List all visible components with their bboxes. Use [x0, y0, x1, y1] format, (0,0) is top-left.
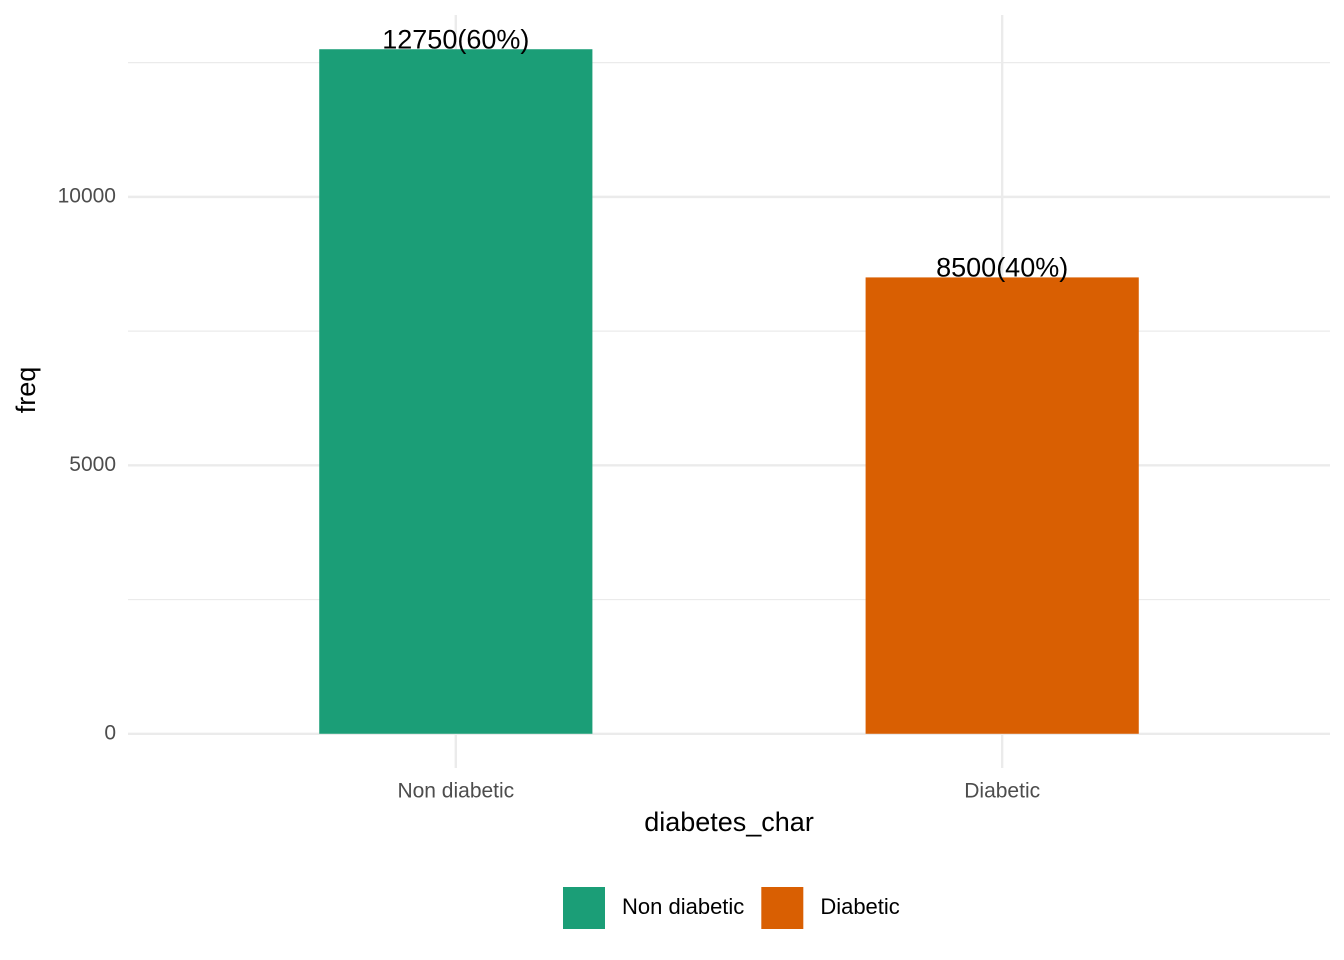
- y-tick-label: 0: [104, 721, 116, 744]
- legend-label: Non diabetic: [622, 894, 744, 919]
- bar: [319, 49, 593, 734]
- x-tick-label: Non diabetic: [397, 780, 514, 803]
- y-tick-label: 10000: [58, 184, 116, 207]
- y-tick-label: 5000: [69, 453, 116, 476]
- x-tick-label: Diabetic: [964, 780, 1040, 803]
- y-axis-title: freq: [11, 367, 41, 414]
- legend-key: [563, 887, 605, 929]
- legend-key: [761, 887, 804, 929]
- bar: [865, 277, 1139, 734]
- value-label: 8500(40%): [936, 253, 1068, 283]
- value-label: 12750(60%): [382, 24, 529, 54]
- x-axis-title: diabetes_char: [644, 807, 814, 837]
- legend-label: Diabetic: [820, 894, 899, 919]
